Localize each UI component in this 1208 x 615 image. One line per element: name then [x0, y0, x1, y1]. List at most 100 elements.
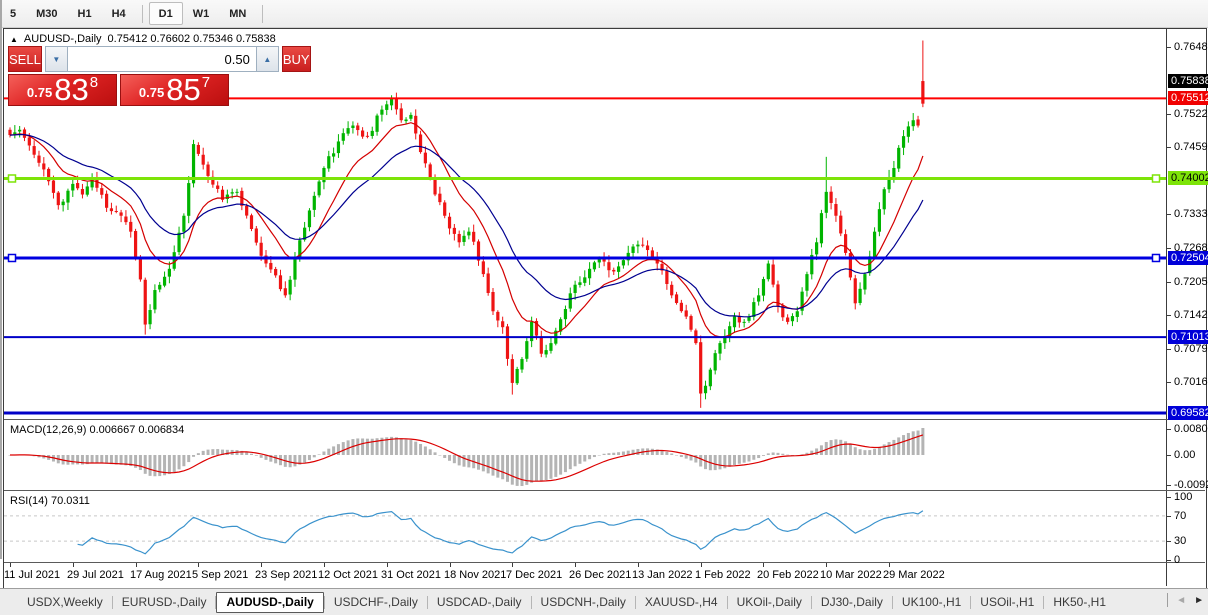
rsi-axis-label: 100 [1174, 491, 1193, 503]
price-badge: 0.75838 [1168, 74, 1208, 89]
date-label: 12 Oct 2021 [318, 569, 378, 581]
axis-tick [1167, 541, 1171, 543]
buy-price-prefix: 0.75 [138, 85, 165, 100]
chart-tab-usdcad-[interactable]: USDCAD-,Daily [436, 595, 522, 609]
timeframe-button-h1[interactable]: H1 [77, 7, 92, 20]
chart-tab-uk100-[interactable]: UK100-,H1 [901, 595, 962, 609]
timeframe-button-h4[interactable]: H4 [111, 7, 126, 20]
chart-tab-xauusd-[interactable]: XAUUSD-,H4 [644, 595, 718, 609]
price-axis-border [1166, 29, 1167, 586]
date-tick [198, 563, 199, 567]
price-chart-pane[interactable] [4, 28, 1166, 419]
chart-tab-eurusd-[interactable]: EURUSD-,Daily [121, 595, 207, 609]
price-label: 0.71425 [1174, 309, 1208, 322]
date-tick [575, 563, 576, 567]
volume-input[interactable] [67, 46, 256, 72]
date-label: 31 Oct 2021 [381, 569, 441, 581]
macd-label: MACD(12,26,9) 0.006667 0.006834 [10, 424, 185, 436]
tab-scroll-left-icon[interactable]: ◄ [1176, 594, 1187, 606]
timeframe-button-m30[interactable]: M30 [36, 7, 58, 20]
buy-button[interactable]: BUY [281, 46, 311, 72]
volume-increase-button[interactable]: ▲ [255, 46, 279, 72]
chart-tab-bar: USDX,Weekly EURUSD-,Daily AUDUSD-,Daily USD… [0, 588, 1208, 615]
tab-separator [970, 595, 972, 609]
tab-separator [726, 595, 728, 609]
axis-tick [1167, 113, 1171, 115]
sell-price-box[interactable]: 0.75 83 8 [8, 74, 117, 106]
price-badge: 0.69582 [1168, 406, 1208, 421]
date-tick [701, 563, 702, 567]
chart-tab-usdcnh-[interactable]: USDCNH-,Daily [540, 595, 626, 609]
sell-button[interactable]: SELL [8, 46, 42, 72]
date-label: 7 Dec 2021 [506, 569, 563, 581]
rsi-pane[interactable] [4, 492, 1166, 562]
symbol-period-label: AUDUSD-,Daily [23, 33, 102, 45]
price-badge: 0.75512 [1168, 91, 1208, 106]
timeframe-button-d1[interactable]: D1 [148, 2, 183, 25]
axis-tick [1167, 348, 1171, 350]
axis-tick [1167, 147, 1171, 149]
date-label: 11 Jul 2021 [4, 569, 61, 581]
buy-price-pip: 7 [201, 74, 211, 91]
tab-separator [323, 595, 325, 609]
chart-tab-audusd-[interactable]: AUDUSD-,Daily [216, 591, 324, 613]
date-label: 20 Feb 2022 [757, 569, 819, 581]
tab-separator [426, 595, 428, 609]
ohlc-values: 0.75412 0.76602 0.75346 0.75838 [107, 33, 276, 45]
macd-axis-label: 0.008061 [1174, 422, 1208, 435]
date-label: 13 Jan 2022 [632, 569, 693, 581]
axis-separator [4, 562, 1205, 563]
chart-tab-hk50-[interactable]: HK50-,H1 [1053, 595, 1106, 609]
tab-separator [111, 595, 113, 609]
volume-decrease-button[interactable]: ▼ [44, 46, 68, 72]
date-label: 18 Nov 2021 [444, 569, 507, 581]
divider [1167, 593, 1169, 607]
macd-axis-label: -0.00928 [1174, 479, 1208, 492]
toolbar-separator [141, 4, 143, 23]
axis-tick [1167, 485, 1171, 487]
chart-window-frame [3, 28, 1207, 589]
chart-tab-usdchf-[interactable]: USDCHF-,Daily [333, 595, 418, 609]
macd-axis-label: 0.00 [1174, 449, 1196, 461]
timeframe-toolbar: 5 M30 H1 H4 D1 W1 MN [0, 0, 1208, 28]
timeframe-button-w1[interactable]: W1 [192, 7, 210, 20]
date-tick [512, 563, 513, 567]
axis-tick [1167, 214, 1171, 216]
price-label: 0.70165 [1174, 376, 1208, 389]
axis-tick [1167, 46, 1171, 48]
chart-tab-usoil-[interactable]: USOil-,H1 [980, 595, 1035, 609]
chart-tab-dj30-[interactable]: DJ30-,Daily [820, 595, 883, 609]
tab-separator [215, 595, 217, 609]
date-tick [136, 563, 137, 567]
buy-price-box[interactable]: 0.75 85 7 [120, 74, 229, 106]
axis-tick [1167, 248, 1171, 250]
timeframe-button-5[interactable]: 5 [10, 7, 17, 20]
date-label: 17 Aug 2021 [130, 569, 192, 581]
date-label: 5 Sep 2021 [192, 569, 249, 581]
one-click-trade-panel: SELL ▼ ▲ BUY 0.75 83 8 0.75 85 7 [8, 46, 311, 107]
date-label: 10 Mar 2022 [820, 569, 882, 581]
macd-pane[interactable] [4, 421, 1166, 489]
sell-price-prefix: 0.75 [26, 85, 53, 100]
axis-tick [1167, 560, 1171, 561]
axis-tick [1167, 382, 1171, 384]
axis-tick [1167, 515, 1171, 517]
date-tick [763, 563, 764, 567]
date-tick [10, 563, 11, 567]
price-badge: 0.71013 [1168, 330, 1208, 345]
timeframe-button-mn[interactable]: MN [229, 7, 247, 20]
price-label: 0.72055 [1174, 275, 1208, 288]
date-label: 23 Sep 2021 [255, 569, 318, 581]
collapse-arrow-icon[interactable]: ▲ [10, 34, 18, 44]
date-label: 1 Feb 2022 [695, 569, 751, 581]
date-label: 26 Dec 2021 [569, 569, 632, 581]
price-label: 0.70795 [1174, 342, 1208, 355]
tab-separator [891, 595, 893, 609]
chart-tab-usdx[interactable]: USDX,Weekly [27, 595, 103, 609]
tab-scroll-right-icon[interactable]: ► [1194, 594, 1204, 606]
pane-separator[interactable] [4, 490, 1205, 491]
pane-separator[interactable] [4, 419, 1205, 420]
chart-tab-ukoil-[interactable]: UKOil-,Daily [736, 595, 802, 609]
